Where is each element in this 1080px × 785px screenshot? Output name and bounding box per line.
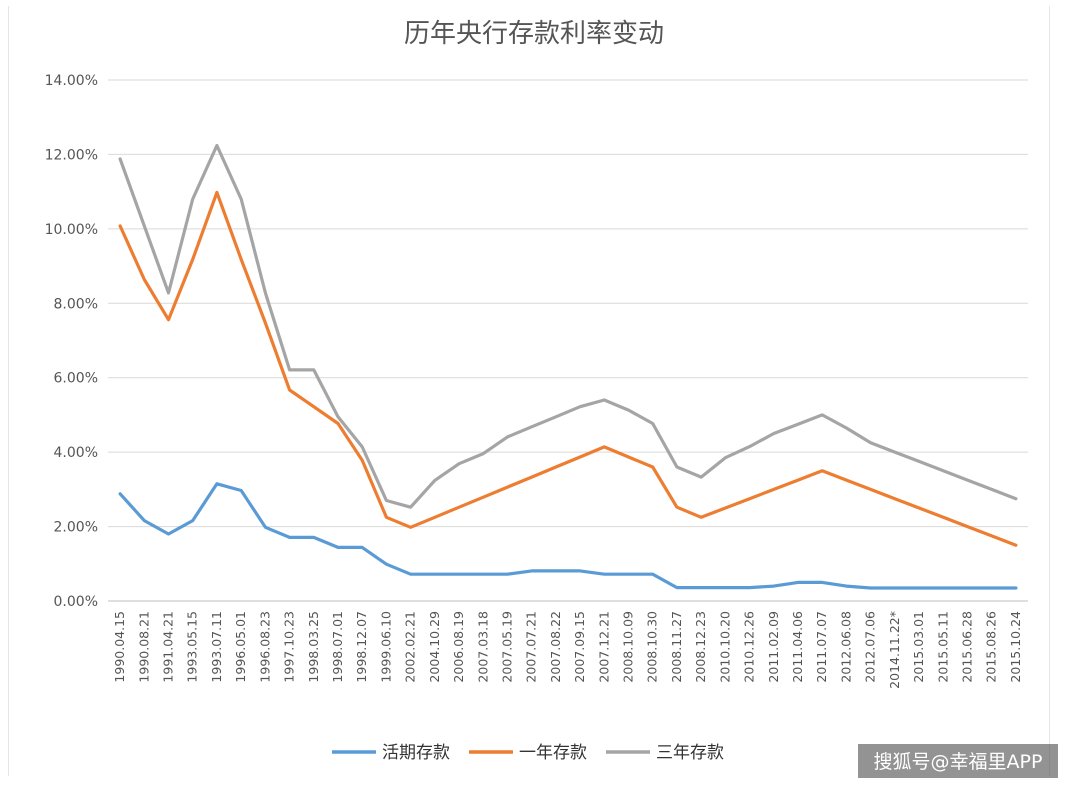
- x-tick-label: 2011.04.06: [790, 611, 805, 683]
- x-tick-label: 2008.11.27: [669, 611, 684, 683]
- x-tick-label: 2015.08.26: [984, 611, 999, 683]
- x-tick-label: 2015.05.11: [935, 611, 950, 683]
- x-tick-label: 1998.07.01: [330, 611, 345, 683]
- y-tick-label: 10.00%: [45, 222, 98, 238]
- x-tick-label: 2006.08.19: [451, 611, 466, 683]
- x-tick-label: 1990.08.21: [136, 611, 151, 683]
- y-tick-label: 6.00%: [54, 371, 98, 387]
- y-tick-label: 2.00%: [54, 520, 98, 536]
- x-tick-label: 2007.09.15: [572, 611, 587, 683]
- legend: 活期存款 一年存款 三年存款: [332, 743, 724, 763]
- x-tick-label: 2007.08.22: [548, 611, 563, 683]
- x-axis-ticks: 1990.04.15 1990.08.21 1991.04.21 1993.05.15…: [112, 611, 1023, 689]
- x-tick-label: 2010.12.26: [742, 611, 757, 683]
- series-line: [118, 143, 1018, 509]
- x-tick-label: 2008.10.30: [645, 611, 660, 683]
- x-tick-label: 2010.10.20: [717, 611, 732, 683]
- x-tick-label: 2007.03.18: [475, 611, 490, 683]
- x-tick-label: 2011.02.09: [766, 611, 781, 683]
- chart-title: 历年央行存款利率变动: [404, 19, 664, 49]
- x-tick-label: 1993.07.11: [209, 611, 224, 683]
- series-lines: [118, 143, 1018, 590]
- x-tick-label: 2002.02.21: [403, 611, 418, 683]
- watermark-background: [858, 744, 1058, 778]
- chart-frame: [8, 6, 1050, 776]
- x-tick-label: 2015.03.01: [911, 611, 926, 683]
- x-tick-label: 2008.12.23: [693, 611, 708, 683]
- y-tick-label: 8.00%: [54, 296, 98, 312]
- x-tick-label: 1996.08.23: [257, 611, 272, 683]
- legend-label: 一年存款: [519, 743, 587, 763]
- x-tick-label: 2012.06.08: [838, 611, 853, 683]
- x-tick-label: 2011.07.07: [814, 611, 829, 683]
- y-tick-label: 4.00%: [54, 445, 98, 461]
- x-tick-label: 1997.10.23: [282, 611, 297, 683]
- x-tick-label: 1998.12.07: [354, 611, 369, 683]
- x-tick-label: 1991.04.21: [161, 611, 176, 683]
- series-line: [118, 190, 1018, 547]
- y-tick-label: 12.00%: [45, 147, 98, 163]
- x-tick-label: 2007.07.21: [524, 611, 539, 683]
- y-tick-label: 14.00%: [45, 73, 98, 89]
- x-tick-label: 2015.06.28: [959, 611, 974, 683]
- x-tick-label: 1999.06.10: [378, 611, 393, 683]
- x-tick-label: 1993.05.15: [185, 611, 200, 683]
- x-tick-label: 1996.05.01: [233, 611, 248, 683]
- grid-lines: [108, 79, 1028, 602]
- x-tick-label: 2004.10.29: [427, 611, 442, 683]
- x-tick-label: 2008.10.09: [621, 611, 636, 683]
- x-tick-label: 1998.03.25: [306, 611, 321, 683]
- watermark: 搜狐号@幸福里APP: [874, 751, 1043, 773]
- series-line: [118, 482, 1018, 590]
- x-tick-label: 1990.04.15: [112, 611, 127, 683]
- x-tick-label: 2015.10.24: [1008, 611, 1023, 683]
- legend-label: 三年存款: [656, 743, 724, 763]
- y-tick-label: 0.00%: [54, 594, 98, 610]
- x-tick-label: 2012.07.06: [863, 611, 878, 683]
- legend-label: 活期存款: [382, 743, 450, 763]
- x-tick-label: 2007.05.19: [499, 611, 514, 683]
- x-tick-label: 2014.11.22*: [887, 611, 902, 689]
- x-tick-label: 2007.12.21: [596, 611, 611, 683]
- y-axis-ticks: 0.00% 2.00% 4.00% 6.00% 8.00% 10.00% 12.00% 14.…: [45, 73, 98, 610]
